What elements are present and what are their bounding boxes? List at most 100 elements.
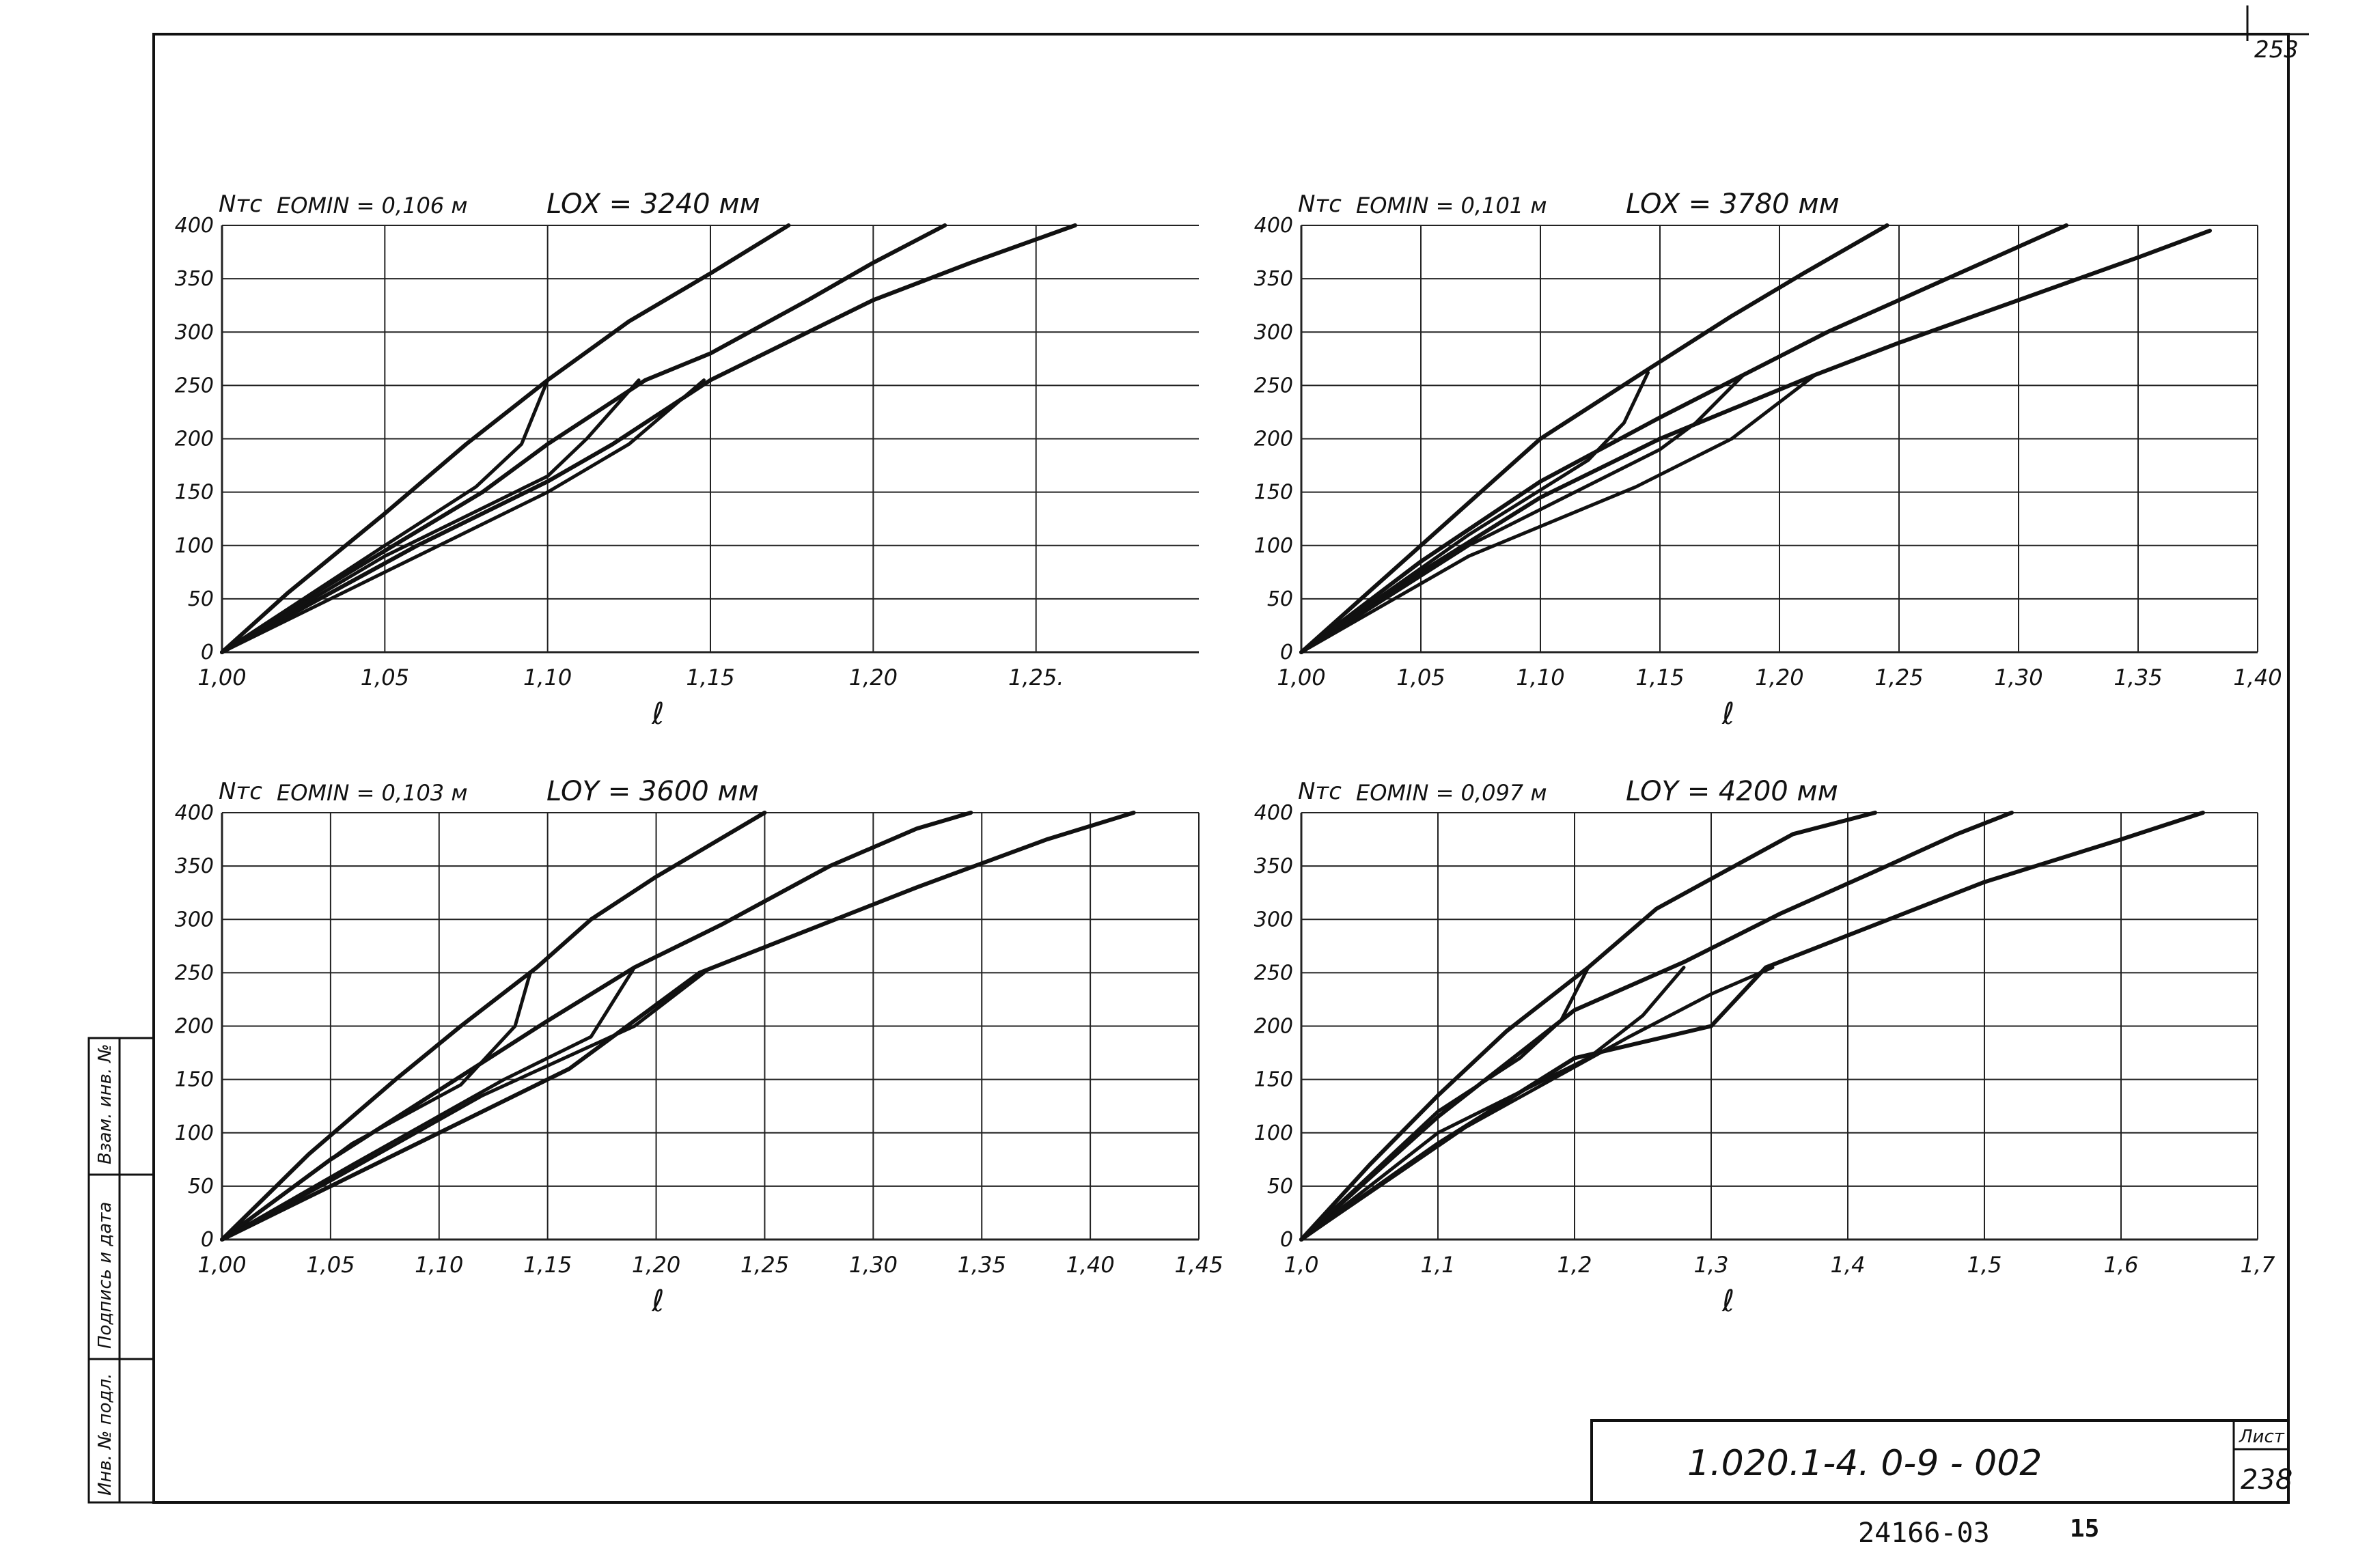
chart-4: 0 50 100 150 200 250 300 350 400 1,0 1,1 1,2 1,3 1,4 1…: [1254, 776, 2275, 1319]
series-line-5: [220, 378, 641, 654]
side-stamp: Инв. № подл. Подпись и дата Взам. инв. №: [87, 1037, 155, 1504]
y-axis-label: Nтс: [219, 191, 262, 218]
x-axis-label: ℓ: [1721, 697, 1734, 731]
y-tick-label: 250: [175, 961, 214, 985]
y-tick-label: 250: [1254, 374, 1293, 397]
y-tick-label: 100: [175, 1121, 214, 1145]
x-tick-label: 1,25.: [1008, 664, 1064, 690]
x-tick-label: 1,00: [197, 664, 246, 690]
y-tick-label: 350: [175, 854, 214, 878]
archive-number: 24166-03: [1858, 1517, 1990, 1549]
x-tick-label: 1,10: [523, 664, 572, 690]
sheet-frame: [152, 33, 2290, 1504]
x-tick-label: 1,30: [1994, 664, 2042, 690]
y-tick-label: 350: [1254, 854, 1293, 878]
x-tick-label: 1,20: [632, 1252, 680, 1278]
x-tick-label: 1,25: [740, 1252, 789, 1278]
x-tick-label: 1,40: [1066, 1252, 1114, 1278]
x-axis-label: ℓ: [1721, 1284, 1734, 1319]
y-tick-label: 150: [175, 1068, 214, 1092]
annotation-length: LOX = 3780 мм: [1626, 188, 1840, 220]
x-tick-label: 1,10: [415, 1252, 463, 1278]
archive-page: 15: [2070, 1515, 2099, 1543]
y-tick-label: 350: [1254, 267, 1293, 291]
x-tick-label: 1,2: [1557, 1252, 1592, 1278]
annotation-eomin: EOMIN = 0,103 м: [277, 780, 467, 806]
series-line-3: [1299, 811, 2205, 1242]
doc-code: 1.020.1-4. 0-9 - 002: [1687, 1443, 2042, 1484]
y-tick-label: 200: [175, 1015, 214, 1039]
y-tick-label: 250: [1254, 961, 1293, 985]
y-tick-label: 150: [175, 481, 214, 505]
y-tick-label: 150: [1254, 1068, 1293, 1092]
y-tick-label: 300: [175, 908, 214, 932]
list-number: 238: [2241, 1464, 2292, 1496]
x-tick-label: 1,05: [306, 1252, 355, 1278]
x-tick-label: 1,20: [849, 664, 898, 690]
y-tick-label: 50: [1267, 587, 1293, 611]
page-number-corner: 253: [2246, 5, 2309, 64]
x-tick-label: 1,20: [1755, 664, 1803, 690]
series-line-6: [220, 970, 706, 1242]
annotation-length: LOY = 3600 мм: [546, 776, 759, 807]
y-axis-label: Nтс: [1298, 778, 1342, 805]
y-tick-label: 300: [175, 320, 214, 344]
x-tick-label: 1,05: [361, 664, 409, 690]
x-tick-label: 1,5: [1967, 1252, 2002, 1278]
annotation-eomin: EOMIN = 0,097 м: [1356, 780, 1547, 806]
series-line-6: [220, 378, 706, 654]
y-tick-label: 400: [1254, 801, 1293, 825]
y-tick-label: 400: [175, 214, 214, 238]
x-tick-label: 1,0: [1284, 1252, 1319, 1278]
series-line-5: [220, 966, 637, 1242]
x-tick-label: 1,00: [1277, 664, 1325, 690]
stamp-field-replace: Взам. инв. №: [95, 1044, 115, 1164]
y-tick-label: 150: [1254, 481, 1293, 505]
y-tick-label: 0: [201, 1228, 214, 1252]
series-line-3: [220, 811, 1136, 1242]
y-tick-label: 200: [1254, 428, 1293, 451]
x-axis-label: ℓ: [651, 697, 664, 731]
series-line-6: [1299, 966, 1775, 1242]
y-tick-label: 50: [188, 587, 214, 611]
title-block: 1.020.1-4. 0-9 - 002 Лист 238: [1590, 1419, 2292, 1504]
x-tick-label: 1,30: [849, 1252, 898, 1278]
y-axis-label: Nтс: [1298, 191, 1342, 218]
y-tick-label: 200: [1254, 1015, 1293, 1039]
y-tick-label: 400: [1254, 214, 1293, 238]
series-line-4: [1299, 966, 1590, 1242]
annotation-eomin: EOMIN = 0,101 м: [1356, 193, 1547, 219]
chart-1: 0 50 100 150 200 250 300 350 400 1,00 1,05 1,10 1,15…: [175, 188, 1199, 731]
x-tick-label: 1,6: [2104, 1252, 2139, 1278]
series-line-3: [1299, 228, 2212, 654]
annotation-eomin: EOMIN = 0,106 м: [277, 193, 467, 219]
y-tick-label: 0: [1280, 641, 1293, 664]
list-label: Лист: [2239, 1427, 2285, 1447]
x-tick-label: 1,25: [1874, 664, 1923, 690]
x-tick-label: 1,40: [2233, 664, 2282, 690]
y-tick-label: 250: [175, 374, 214, 397]
y-tick-label: 200: [175, 428, 214, 451]
series-line-4: [1299, 371, 1650, 654]
x-tick-label: 1,15: [686, 664, 734, 690]
x-tick-label: 1,35: [2114, 664, 2162, 690]
series-line-6: [1299, 373, 1817, 654]
y-tick-label: 0: [1280, 1228, 1293, 1252]
y-tick-label: 50: [1267, 1175, 1293, 1199]
series-line-1: [220, 223, 791, 654]
series-line-4: [220, 378, 550, 654]
y-tick-label: 100: [175, 534, 214, 558]
y-axis-label: Nтс: [219, 778, 262, 805]
y-tick-label: 50: [188, 1175, 214, 1199]
y-tick-label: 300: [1254, 320, 1293, 344]
x-tick-label: 1,15: [1635, 664, 1684, 690]
x-tick-label: 1,1: [1421, 1252, 1456, 1278]
x-axis-label: ℓ: [651, 1284, 664, 1319]
x-tick-label: 1,00: [197, 1252, 246, 1278]
x-tick-label: 1,4: [1831, 1252, 1866, 1278]
stamp-field-signature: Подпись и дата: [95, 1202, 115, 1349]
series-line-2: [220, 223, 947, 654]
series-line-3: [220, 223, 1077, 654]
